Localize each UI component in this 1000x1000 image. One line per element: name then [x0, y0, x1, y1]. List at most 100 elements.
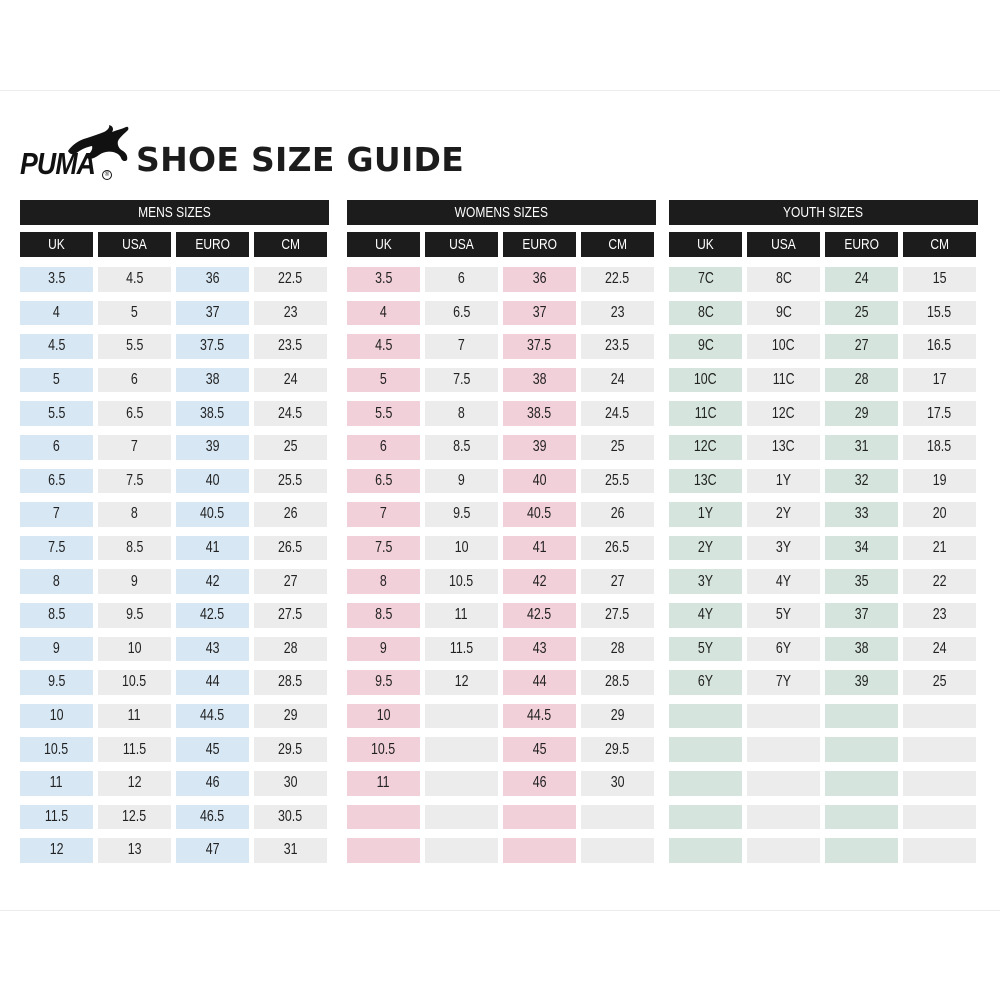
cell-value: 28.5: [278, 673, 303, 691]
cell-value: 9.5: [47, 673, 66, 691]
table-cell: 25: [903, 670, 976, 695]
cell-value: 22.5: [278, 270, 303, 288]
top-divider: [0, 90, 1000, 91]
table-cell: 11: [98, 703, 171, 729]
mens-sizes-table: MENS SIZES UK USA EURO CM 3.5 4.5 36 22.5 4 5 37 23 4…: [20, 200, 329, 872]
cell-value: 42.5: [200, 606, 225, 624]
table-cell: [825, 804, 898, 830]
cell-value: 12: [49, 841, 64, 859]
cell-value: 10.5: [44, 740, 69, 758]
cell-value: 46: [205, 774, 220, 792]
table-cell: [425, 737, 498, 762]
column-header-label: EURO: [522, 236, 557, 253]
table-cell: 15.5: [903, 300, 976, 326]
table-cell: 47: [176, 838, 249, 863]
table-cell: 31: [825, 434, 898, 460]
table-cell: 13: [98, 838, 171, 863]
cell-value: 28: [854, 371, 869, 389]
table-cell: 29: [825, 401, 898, 426]
column-header: EURO: [503, 232, 576, 257]
cell-value: 46: [532, 774, 547, 792]
cell-value: 3Y: [697, 572, 714, 590]
column-header: UK: [347, 232, 420, 257]
cell-value: 19: [932, 471, 947, 489]
table-cell: 46: [503, 770, 576, 796]
table-row: 12C 13C 31 18.5: [669, 434, 978, 460]
table-cell: 7: [425, 334, 498, 359]
table-cell: 7.5: [425, 367, 498, 393]
table-row: 6 7 39 25: [20, 434, 329, 460]
table-cell: 10.5: [425, 569, 498, 594]
table-cell: 34: [825, 535, 898, 561]
cell-value: 38: [854, 639, 869, 657]
table-cell: 45: [176, 737, 249, 762]
cell-value: 40.5: [200, 505, 225, 523]
table-cell: 5.5: [347, 401, 420, 426]
table-cell: 37: [825, 602, 898, 628]
cell-value: 4Y: [697, 606, 714, 624]
cell-value: 27: [854, 337, 869, 355]
table-cell: 20: [903, 502, 976, 527]
table-cell: 38: [825, 636, 898, 662]
table-cell: 7.5: [20, 535, 93, 561]
table-row: 6Y 7Y 39 25: [669, 670, 978, 695]
table-cell: 6: [347, 434, 420, 460]
table-cell: 9C: [669, 334, 742, 359]
column-header: USA: [425, 232, 498, 257]
table-cell: [669, 804, 742, 830]
cell-value: 20: [932, 505, 947, 523]
table-row: 4Y 5Y 37 23: [669, 602, 978, 628]
table-cell: 27: [581, 569, 654, 594]
table-cell: 7: [20, 502, 93, 527]
table-cell: 46: [176, 770, 249, 796]
cell-value: 7.5: [125, 471, 144, 489]
table-cell: 11.5: [20, 804, 93, 830]
table-cell: 8.5: [425, 434, 498, 460]
cell-value: 7C: [697, 270, 714, 288]
column-header-label: UK: [48, 236, 65, 253]
table-row: 6.5 7.5 40 25.5: [20, 468, 329, 494]
cell-value: 1Y: [697, 505, 714, 523]
cell-value: 8C: [697, 303, 714, 321]
cell-value: 10: [376, 707, 391, 725]
table-cell: 12: [20, 838, 93, 863]
cell-value: 23.5: [278, 337, 303, 355]
table-cell: 8.5: [347, 602, 420, 628]
table-cell: 25: [254, 434, 327, 460]
table-cell: 11C: [669, 401, 742, 426]
table-row: 5 6 38 24: [20, 367, 329, 393]
cell-value: 41: [532, 539, 547, 557]
table-cell: 6: [425, 267, 498, 292]
table-cell: 9: [425, 468, 498, 494]
cell-value: 7.5: [374, 539, 393, 557]
cell-value: 5.5: [47, 404, 66, 422]
cell-value: 12C: [694, 438, 717, 456]
column-header-row: UK USA EURO CM: [347, 232, 656, 257]
table-cell: [503, 804, 576, 830]
table-cell: 28: [581, 636, 654, 662]
table-cell: 6: [98, 367, 171, 393]
cell-value: 44: [205, 673, 220, 691]
table-row: [669, 770, 978, 796]
cell-value: 25: [610, 438, 625, 456]
cell-value: 5: [380, 371, 387, 389]
table-row: 6 8.5 39 25: [347, 434, 656, 460]
cell-value: 24: [854, 270, 869, 288]
column-header: UK: [20, 232, 93, 257]
table-cell: 44: [503, 670, 576, 695]
table-cell: 11: [425, 602, 498, 628]
table-row: 9.5 10.5 44 28.5: [20, 670, 329, 695]
cell-value: 37.5: [200, 337, 225, 355]
cell-value: 38.5: [527, 404, 552, 422]
table-cell: 4.5: [347, 334, 420, 359]
table-cell: 5.5: [20, 401, 93, 426]
column-header-label: CM: [930, 236, 949, 253]
cell-value: 44: [532, 673, 547, 691]
cell-value: 8C: [775, 270, 792, 288]
table-row: 3Y 4Y 35 22: [669, 569, 978, 594]
cell-value: 42: [205, 572, 220, 590]
cell-value: 29: [283, 707, 298, 725]
registered-mark: ®: [102, 170, 112, 180]
table-cell: 42: [503, 569, 576, 594]
table-cell: 37.5: [176, 334, 249, 359]
